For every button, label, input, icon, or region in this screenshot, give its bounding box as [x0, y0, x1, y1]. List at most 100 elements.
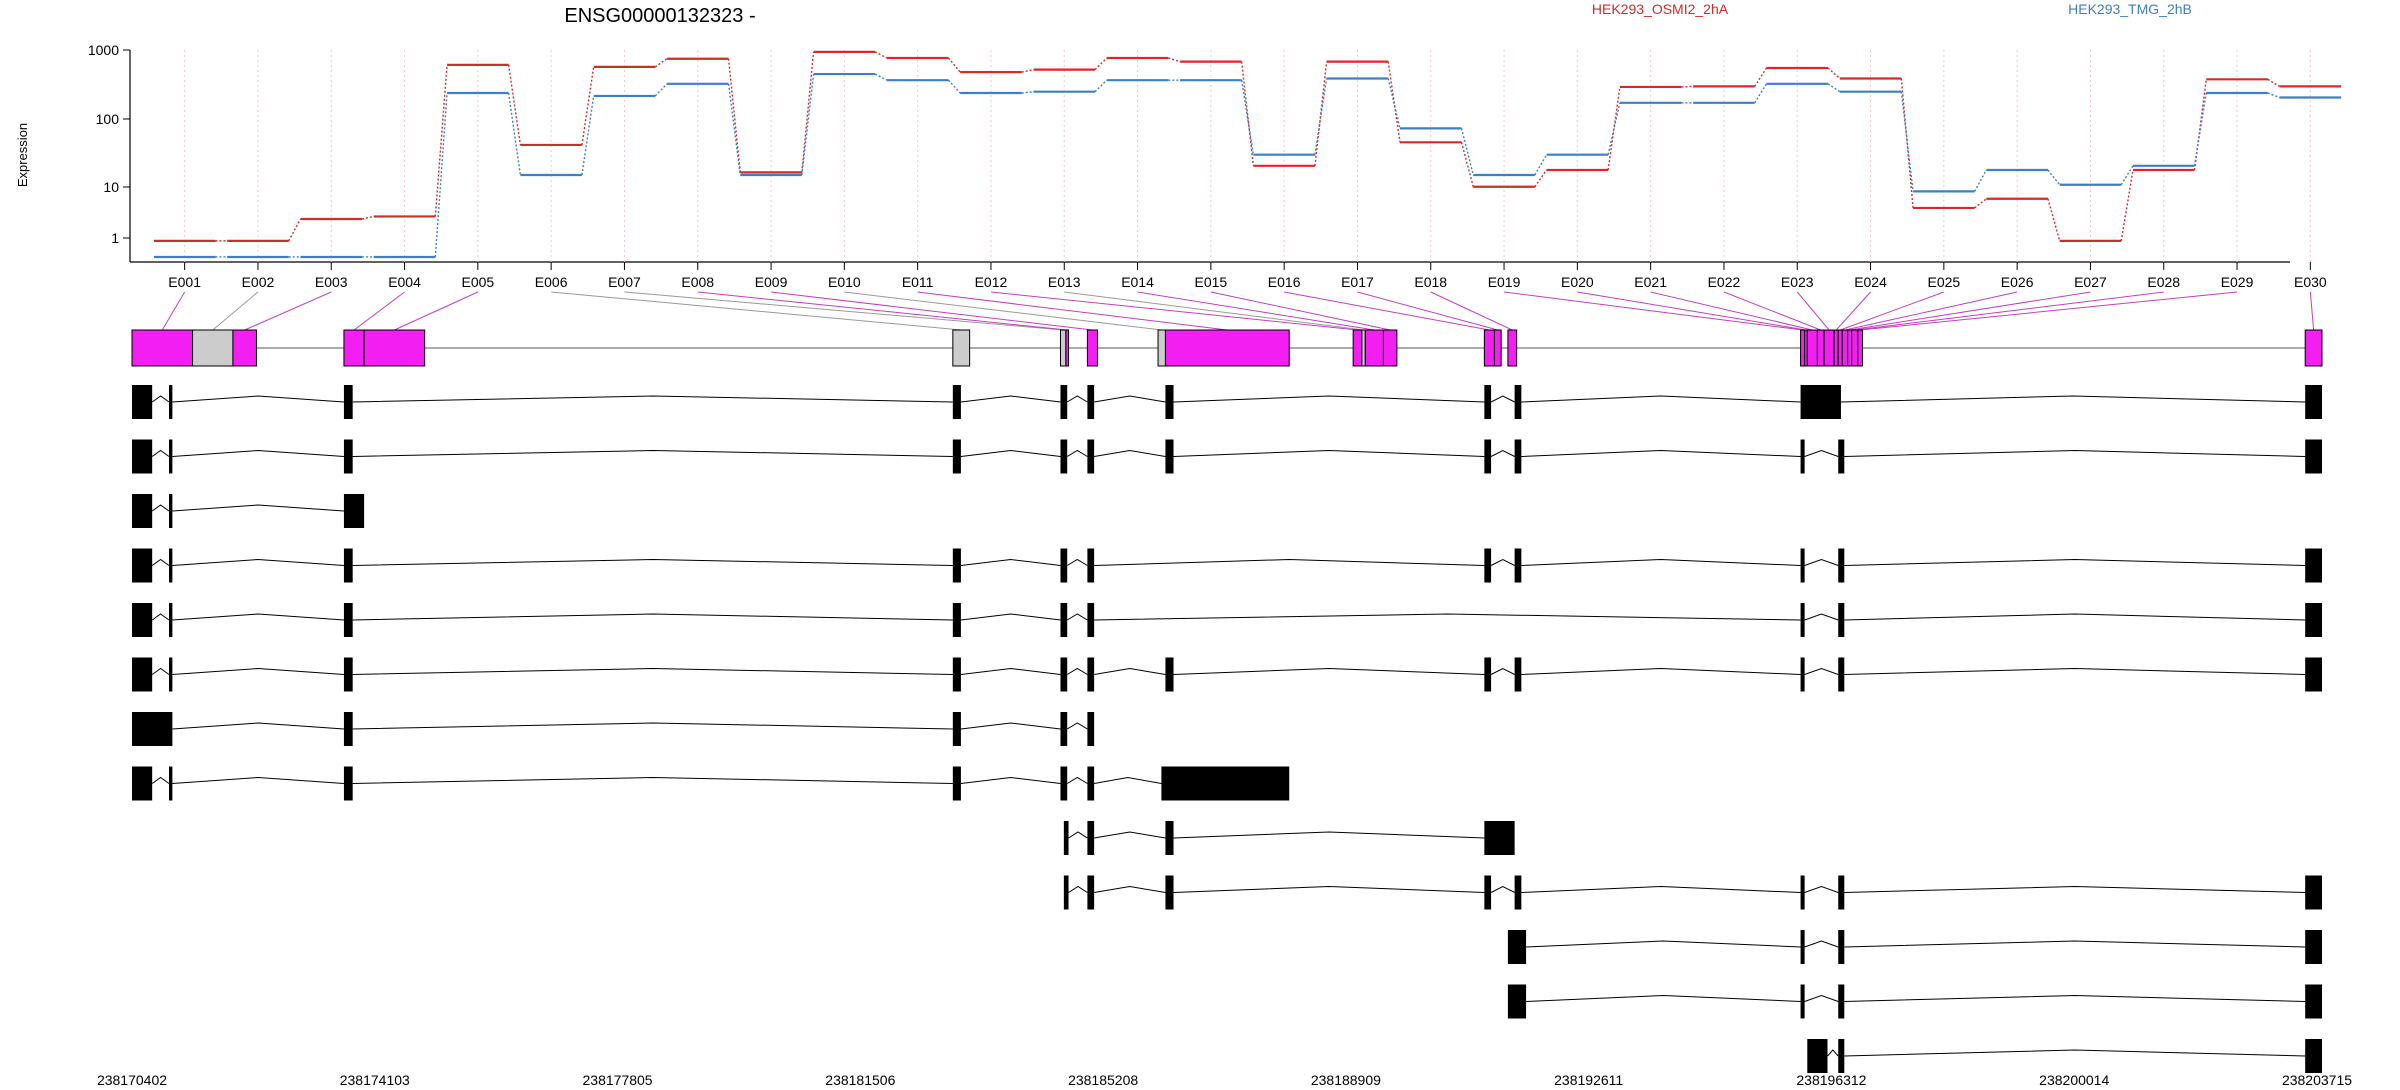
transcript-2-intron-3	[352, 449, 953, 457]
x-tick-label-E021: E021	[1634, 274, 1667, 290]
x-tick-label-E027: E027	[2074, 274, 2107, 290]
connector-E020	[1577, 291, 1807, 331]
gene-model-exon-E010	[1157, 329, 1166, 367]
series-1-connector-E024	[1900, 78, 1914, 209]
transcript-6-intron-7	[1173, 667, 1485, 675]
transcript-9-intron-1	[1068, 831, 1088, 839]
transcript-5-exon-6	[1087, 603, 1095, 637]
connector-E023	[1796, 291, 1830, 331]
transcript-6-intron-2	[172, 667, 344, 675]
transcript-6-exon-6	[1087, 657, 1095, 692]
transcript-1-intron-2	[172, 395, 344, 403]
transcript-11-intron-2	[1804, 940, 1839, 948]
gene-model-exon-E017	[1493, 329, 1502, 367]
gene-model-exon-E022	[1816, 329, 1825, 367]
gene-model-exon-E013	[1361, 329, 1366, 367]
connector-E003	[244, 291, 332, 331]
gene-model-exon-E026	[1841, 329, 1849, 367]
series-2-connector-E018	[1460, 128, 1474, 176]
transcript-4-exon-7	[1484, 548, 1492, 583]
genomic-coordinate-axis: 238170402 238174103 238177805 238181506 2381…	[97, 1072, 2352, 1088]
transcript-7-exon-1	[132, 712, 173, 746]
series-1-connector-E004	[434, 64, 448, 217]
transcript-1-intron-7	[1173, 395, 1485, 403]
x-tick-label-E002: E002	[242, 274, 275, 290]
series-1	[153, 50, 2342, 242]
transcript-6-intron-4	[960, 667, 1061, 675]
connector-E024	[1835, 291, 1871, 331]
transcript-9-exon-1	[1063, 821, 1069, 855]
connector-E015	[1210, 291, 1391, 331]
connector-E012	[990, 291, 1358, 331]
transcript-4	[132, 548, 2322, 583]
genomic-coordinate-5: 238185208	[1068, 1072, 1138, 1088]
series-1-connector-E008	[727, 58, 741, 173]
transcript-6-exon-5	[1060, 657, 1068, 692]
transcript-4-intron-3	[352, 558, 953, 566]
legend-label-series-2: HEK293_TMG_2hB	[2068, 1, 2192, 17]
transcript-6-exon-4	[952, 657, 961, 692]
series-2-connector-E025	[1974, 169, 1987, 192]
transcript-1-exon-6	[1087, 385, 1095, 419]
transcript-5-intron-2	[172, 613, 344, 621]
y-axis: 1 10 100 1000	[88, 42, 131, 262]
x-tick-label-E029: E029	[2221, 274, 2254, 290]
series-1-connector-E019	[1534, 169, 1548, 188]
transcript-6-exon-8	[1484, 657, 1492, 692]
transcript-10-exon-8	[2305, 875, 2322, 910]
transcript-3-intron-2	[172, 504, 344, 512]
transcript-12-intron-2	[1804, 994, 1839, 1002]
transcript-11-exon-2	[1800, 930, 1805, 964]
transcript-12-intron-3	[1844, 994, 2306, 1002]
gene-model-exon-E019	[1800, 329, 1806, 367]
series-2-connector-E029	[2267, 92, 2280, 99]
transcript-4-exon-9	[1800, 548, 1805, 583]
x-tick-label-E022: E022	[1708, 274, 1741, 290]
series-2-connector-E004	[434, 92, 448, 258]
transcript-8-exon-7	[1161, 766, 1290, 801]
transcript-6-intron-3	[352, 667, 953, 675]
transcript-8-intron-6	[1094, 776, 1162, 784]
transcript-10-intron-5	[1521, 885, 1801, 893]
transcript-1-exon-4	[952, 385, 961, 419]
transcript-6-exon-2	[169, 657, 173, 692]
series-2-connector-E026	[2047, 169, 2061, 186]
transcript-1-intron-4	[960, 395, 1061, 403]
transcript-9-intron-3	[1173, 831, 1485, 839]
series-1-connector-E021	[1681, 85, 1694, 88]
transcript-12-exon-1	[1507, 984, 1527, 1019]
series-2-connector-E008	[727, 83, 741, 176]
series-1-connector-E023	[1827, 67, 1841, 80]
transcript-7-intron-3	[960, 722, 1061, 730]
gene-model-exon-E005	[363, 329, 426, 367]
bin-gridlines	[184, 50, 2311, 262]
transcript-13-exon-2	[1838, 1039, 1845, 1073]
transcript-6-intron-8	[1490, 667, 1515, 675]
gene-model-exon-E009	[1086, 329, 1098, 367]
transcript-2-exon-5	[1060, 439, 1068, 474]
chart-title: ENSG00000132323 -	[564, 5, 755, 27]
connector-E029	[1860, 291, 2238, 331]
connector-E017	[1357, 291, 1498, 331]
series-1-connector-E010	[874, 51, 888, 59]
series-2-connector-E007	[654, 83, 668, 97]
connector-E022	[1723, 291, 1821, 331]
x-tick-label-E017: E017	[1341, 274, 1374, 290]
transcript-11-exon-4	[2305, 930, 2322, 964]
x-tick-label-E005: E005	[461, 274, 494, 290]
transcript-2-intron-10	[1804, 449, 1839, 457]
transcript-5-intron-4	[960, 613, 1061, 621]
y-axis-label: Expression	[15, 123, 30, 187]
series-1-connector-E029	[2267, 78, 2280, 87]
transcript-3-exon-1	[132, 494, 153, 528]
transcript-10-intron-2	[1094, 885, 1166, 893]
series-1-connector-E028	[2193, 79, 2207, 171]
transcript-2-intron-9	[1521, 449, 1801, 457]
transcript-11-intron-3	[1844, 940, 2306, 948]
x-tick-label-E011: E011	[902, 274, 934, 290]
transcript-2-exon-1	[132, 439, 153, 474]
transcript-8-intron-5	[1066, 776, 1088, 784]
transcript-10-exon-2	[1087, 875, 1095, 910]
transcript-12	[1507, 984, 2322, 1019]
series-2-connector-E027	[2120, 165, 2134, 186]
